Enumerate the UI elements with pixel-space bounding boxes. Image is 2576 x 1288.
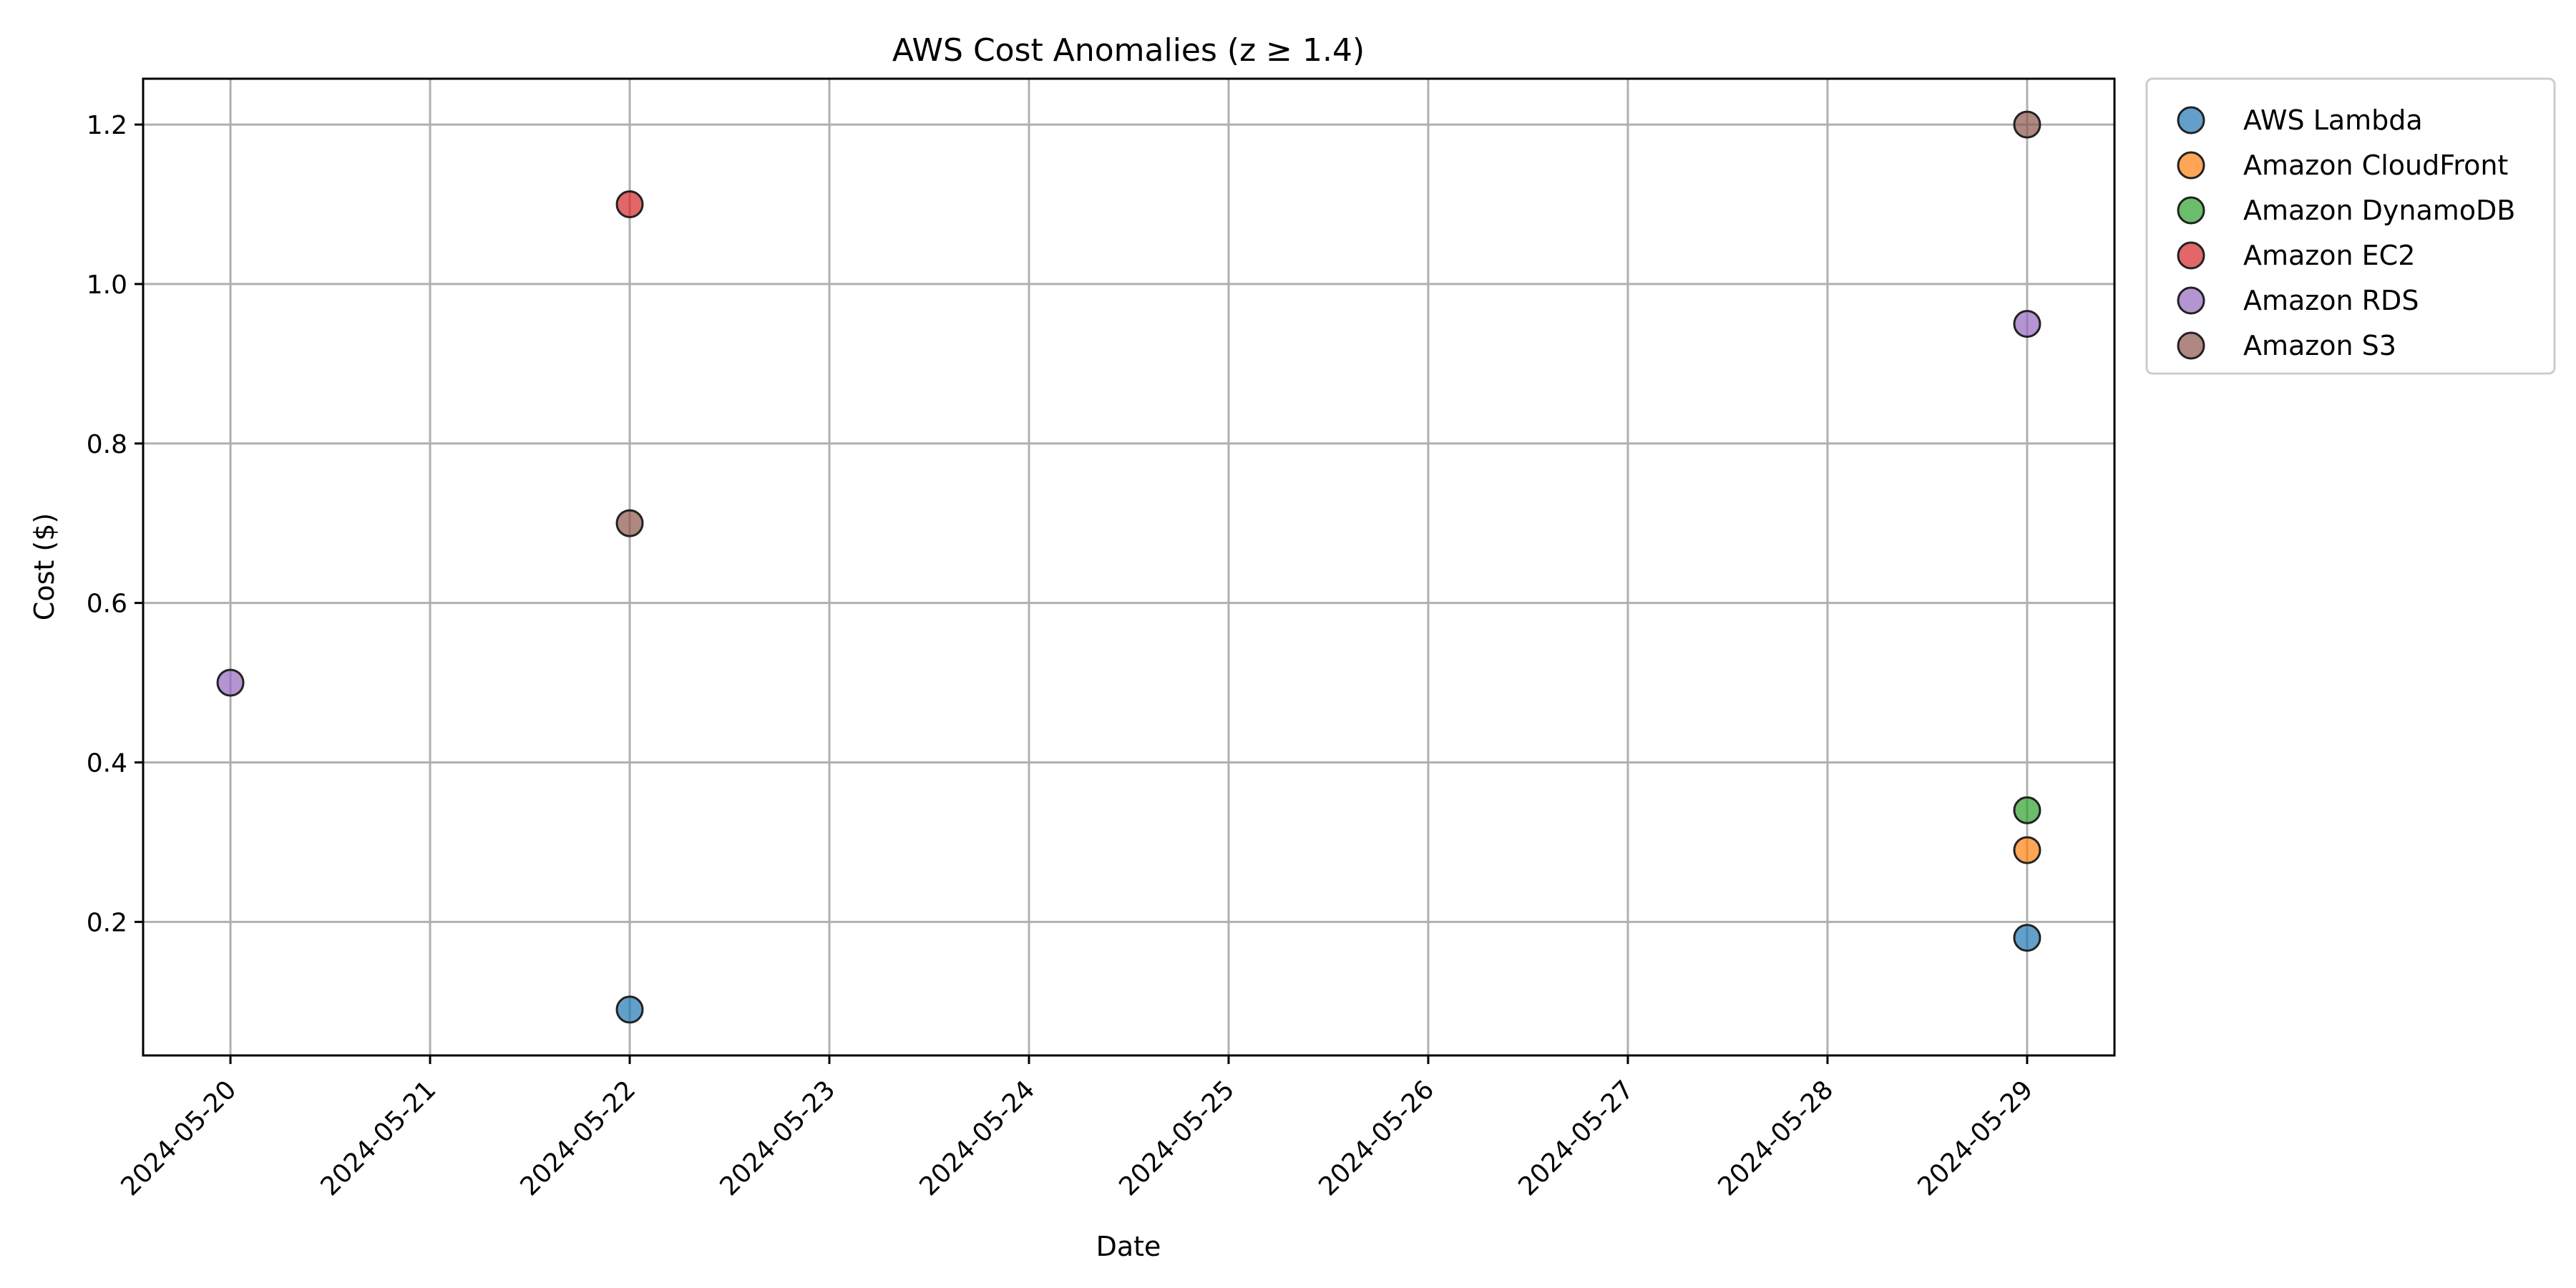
legend-marker bbox=[2177, 331, 2205, 360]
legend-label: Amazon EC2 bbox=[2243, 240, 2415, 271]
y-tick-label: 0.2 bbox=[87, 908, 127, 937]
chart-title: AWS Cost Anomalies (z ≥ 1.4) bbox=[892, 32, 1365, 69]
data-point-aws-lambda bbox=[2013, 924, 2041, 952]
legend-marker bbox=[2177, 286, 2205, 315]
data-point-amazon-ec2 bbox=[615, 190, 644, 218]
y-axis-ticks: 0.2 0.4 0.6 0.8 1.0 1.2 bbox=[87, 111, 143, 937]
data-point-amazon-cloudfront bbox=[2013, 836, 2041, 864]
data-point-amazon-rds bbox=[2013, 310, 2041, 338]
legend: AWS Lambda Amazon CloudFront Amazon Dynamo… bbox=[2145, 77, 2556, 375]
plot-area bbox=[143, 79, 2114, 1055]
y-tick-label: 0.8 bbox=[87, 430, 127, 459]
data-point-amazon-s3 bbox=[615, 509, 644, 537]
legend-marker bbox=[2177, 151, 2205, 180]
data-points bbox=[216, 110, 2041, 1024]
axes-frame bbox=[142, 77, 2116, 1057]
legend-label: Amazon S3 bbox=[2243, 330, 2396, 361]
legend-label: AWS Lambda bbox=[2243, 104, 2423, 136]
legend-marker bbox=[2177, 106, 2205, 135]
legend-frame bbox=[2145, 77, 2556, 375]
data-point-amazon-rds bbox=[216, 668, 245, 697]
legend-marker bbox=[2177, 241, 2205, 270]
y-axis-label: Cost ($) bbox=[29, 513, 60, 620]
legend-label: Amazon RDS bbox=[2243, 285, 2419, 316]
data-point-amazon-s3 bbox=[2013, 110, 2041, 139]
x-axis-label: Date bbox=[1096, 1231, 1161, 1262]
data-point-aws-lambda bbox=[615, 995, 644, 1024]
y-tick-label: 1.0 bbox=[87, 270, 127, 300]
y-tick-label: 0.6 bbox=[87, 590, 127, 619]
data-point-amazon-dynamodb bbox=[2013, 796, 2041, 824]
legend-label: Amazon CloudFront bbox=[2243, 150, 2508, 181]
y-tick-label: 0.4 bbox=[87, 749, 127, 779]
grid bbox=[143, 79, 2114, 1055]
legend-marker bbox=[2177, 196, 2205, 225]
legend-label: Amazon DynamoDB bbox=[2243, 195, 2515, 226]
y-tick-label: 1.2 bbox=[87, 111, 127, 140]
